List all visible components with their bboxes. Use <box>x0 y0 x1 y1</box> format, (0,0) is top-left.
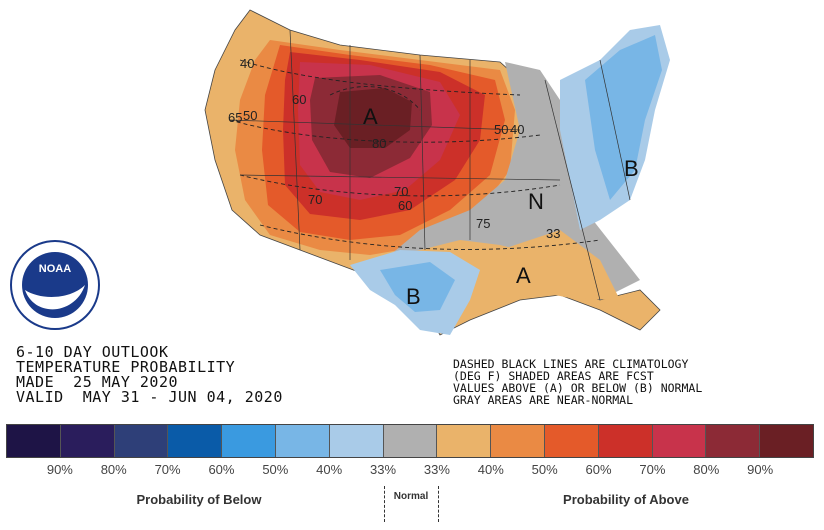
legend-tick-label: 90% <box>747 462 774 477</box>
legend-tick-label: 70% <box>154 462 181 477</box>
label-above-south: A <box>516 263 531 288</box>
contour-label: 50 <box>243 108 257 123</box>
note-line-2: (DEG F) SHADED AREAS ARE FCST <box>453 369 654 383</box>
legend-swatch <box>114 425 169 457</box>
contour-label: 60 <box>292 92 306 107</box>
legend-swatch <box>383 425 438 457</box>
contour-label: 70 <box>394 184 408 199</box>
legend-tick-label: 60% <box>585 462 612 477</box>
state-borders <box>229 29 631 301</box>
legend-tick-label: 90% <box>46 462 73 477</box>
noaa-logo: NOAA <box>10 240 100 330</box>
contour-labels: 40 50 60 65 70 75 80 33 50 40 60 70 <box>228 56 560 241</box>
contour-label: 40 <box>240 56 254 71</box>
outlook-title: 6-10 DAY OUTLOOK TEMPERATURE PROBABILITY… <box>16 345 283 405</box>
legend-tick-label: 40% <box>477 462 504 477</box>
contour-label: 50 <box>494 122 508 137</box>
label-above-center: A <box>363 104 378 129</box>
legend-tick-label: 40% <box>316 462 343 477</box>
legend-swatch <box>598 425 653 457</box>
region-above-90 <box>334 88 412 148</box>
climatology-lines <box>229 59 601 250</box>
outlook-line-4: VALID MAY 31 - JUN 04, 2020 <box>16 388 283 406</box>
legend-tick-label: 60% <box>208 462 235 477</box>
legend-tick-label: 50% <box>531 462 558 477</box>
legend-swatch <box>544 425 599 457</box>
legend-tick-label: 50% <box>262 462 289 477</box>
contour-label: 70 <box>308 192 322 207</box>
region-above-south <box>500 230 620 300</box>
note-line-1: DASHED BLACK LINES ARE CLIMATOLOGY <box>453 357 689 371</box>
contour-label: 65 <box>228 110 242 125</box>
color-legend-bar <box>6 424 814 458</box>
legend-swatch <box>437 425 492 457</box>
contour-label: 60 <box>398 198 412 213</box>
outlook-line-2: TEMPERATURE PROBABILITY <box>16 358 236 376</box>
contour-label: 75 <box>476 216 490 231</box>
contour-label: 33 <box>546 226 560 241</box>
legend-swatch <box>329 425 384 457</box>
label-below-east: B <box>624 156 639 181</box>
legend-notes: DASHED BLACK LINES ARE CLIMATOLOGY (DEG … <box>453 358 702 406</box>
outlook-line-3: MADE 25 MAY 2020 <box>16 373 179 391</box>
legend-swatch <box>7 425 61 457</box>
legend-tick-label: 33% <box>370 462 397 477</box>
legend-swatch <box>222 425 276 457</box>
probability-above-label: Probability of Above <box>563 492 689 507</box>
legend-tick-label: 80% <box>693 462 720 477</box>
region-below-texas-40 <box>380 262 455 312</box>
normal-divider-left <box>384 486 385 522</box>
contour-label: 80 <box>372 136 386 151</box>
legend-swatch <box>652 425 707 457</box>
legend-swatch <box>491 425 545 457</box>
label-normal: N <box>528 189 544 214</box>
region-near-normal <box>390 62 640 300</box>
region-below-east-40 <box>585 35 662 200</box>
legend-tick-label: 70% <box>639 462 666 477</box>
legend-swatch <box>706 425 761 457</box>
note-line-4: GRAY AREAS ARE NEAR-NORMAL <box>453 393 634 407</box>
contour-label: 40 <box>510 122 524 137</box>
svg-text:NOAA: NOAA <box>39 263 71 275</box>
note-line-3: VALUES ABOVE (A) OR BELOW (B) NORMAL <box>453 381 703 395</box>
legend-tick-label: 33% <box>423 462 450 477</box>
normal-divider-right <box>438 486 439 522</box>
label-below-texas: B <box>406 284 421 309</box>
legend-swatch <box>275 425 330 457</box>
probability-below-label: Probability of Below <box>136 492 262 507</box>
legend-tick-label: 80% <box>100 462 127 477</box>
legend-swatch <box>168 425 223 457</box>
temperature-probability-map: A A B B N 40 50 60 65 70 75 80 33 50 40 … <box>10 9 670 336</box>
normal-label: Normal <box>393 491 429 502</box>
legend-swatch <box>60 425 115 457</box>
outlook-line-1: 6-10 DAY OUTLOOK <box>16 343 169 361</box>
legend-swatch <box>760 425 813 457</box>
